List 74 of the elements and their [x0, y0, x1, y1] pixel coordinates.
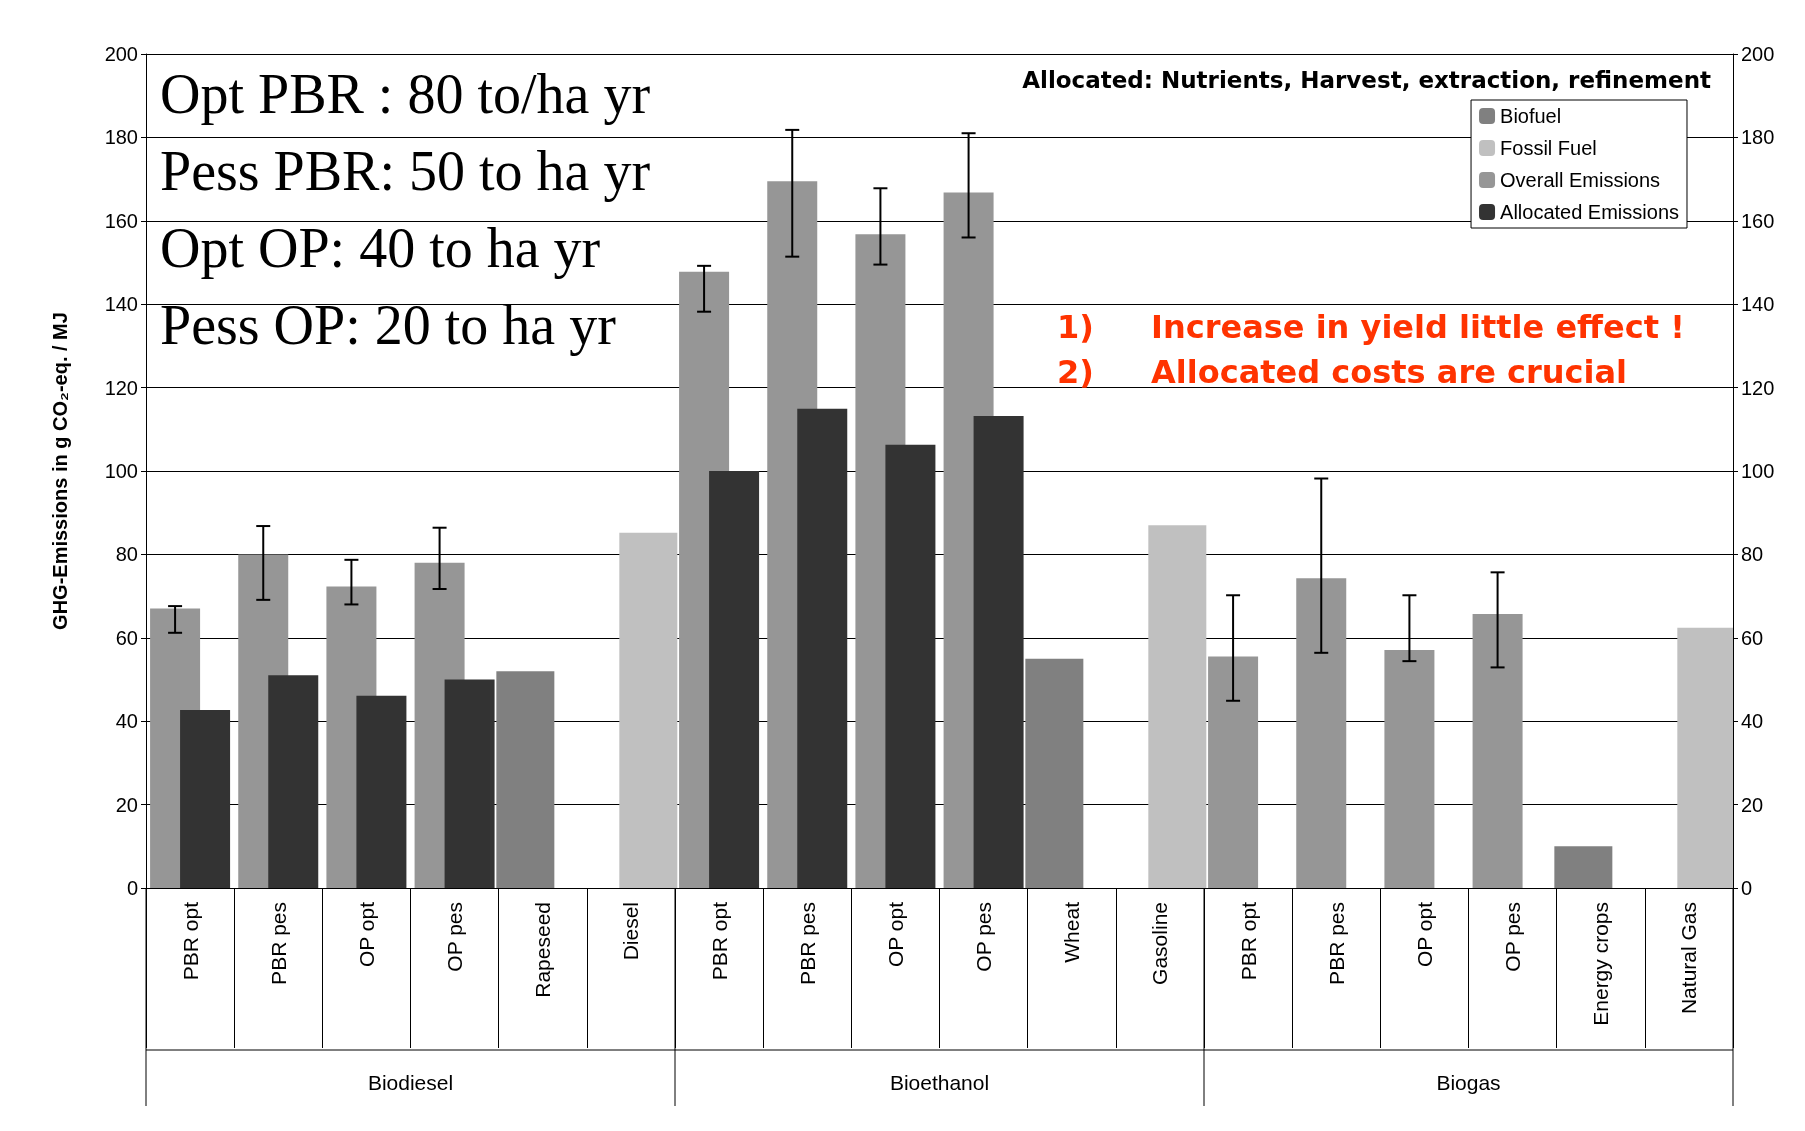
- x-tick-label: PBR opt: [707, 901, 731, 981]
- legend-label: Fossil Fuel: [1500, 137, 1597, 159]
- x-tick-label: OP pes: [972, 902, 996, 972]
- y2-tick-label: 60: [1741, 626, 1764, 649]
- y2-tick-label: 20: [1741, 793, 1764, 816]
- bar: [1296, 578, 1347, 888]
- annotation: Increase in yield little effect !: [1151, 308, 1685, 346]
- x-tick-label: PBR opt: [178, 901, 202, 981]
- bar: [973, 415, 1024, 888]
- annotation: Opt PBR : 80 to/ha yr: [160, 63, 651, 125]
- text: Biogas: [1436, 1070, 1501, 1094]
- x-tick-label: PBR opt: [1236, 901, 1260, 981]
- y-tick-label: 60: [115, 626, 138, 649]
- x-tick-label: Wheat: [1060, 901, 1084, 963]
- bar: [444, 679, 495, 888]
- y-tick-label: 80: [115, 543, 138, 566]
- y-axis-title: GHG-Emissions in g CO₂-eq. / MJ: [49, 312, 71, 630]
- legend-label: Overall Emissions: [1500, 169, 1661, 191]
- x-tick-label: Rapeseed: [531, 902, 555, 998]
- y-tick-label: 100: [104, 460, 138, 482]
- annotation: Allocated: Nutrients, Harvest, extraction, refinement: [1022, 66, 1712, 93]
- x-tick-label: PBR pes: [795, 902, 819, 985]
- x-tick-label: Energy crops: [1589, 902, 1613, 1026]
- y2-tick-label: 160: [1741, 209, 1775, 232]
- y-tick-label: 20: [115, 793, 138, 816]
- y-tick-label: 120: [104, 376, 138, 399]
- y-tick-label: 40: [115, 710, 138, 733]
- y-tick-label: 140: [104, 293, 138, 316]
- y-tick-label: 160: [104, 209, 138, 232]
- annotation: Allocated costs are crucial: [1151, 353, 1628, 391]
- y2-tick-label: 180: [1741, 126, 1775, 149]
- x-tick-label: OP opt: [354, 901, 378, 967]
- annotation: Pess PBR: 50 to ha yr: [160, 140, 651, 202]
- annotation: Opt OP: 40 to ha yr: [160, 217, 601, 279]
- y2-tick-label: 120: [1741, 376, 1775, 399]
- bar: [1554, 846, 1613, 888]
- x-tick-label: PBR pes: [266, 902, 290, 985]
- bar: [885, 444, 936, 888]
- x-tick-label: OP opt: [883, 901, 907, 967]
- bar: [619, 532, 678, 888]
- bar: [1025, 658, 1084, 888]
- x-tick-label: Natural Gas: [1677, 902, 1701, 1015]
- annotation: 1): [1057, 308, 1094, 346]
- bar: [709, 471, 760, 888]
- legend-label: Allocated Emissions: [1500, 201, 1679, 223]
- annotation: 2): [1057, 353, 1094, 391]
- text: Bioethanol: [889, 1070, 990, 1094]
- y2-tick-label: 80: [1741, 543, 1764, 566]
- x-tick-label: PBR pes: [1324, 902, 1348, 985]
- bar: [1208, 656, 1259, 888]
- y-tick-label: 180: [104, 126, 138, 149]
- x-tick-label: OP pes: [1501, 902, 1525, 972]
- y-tick-label: 200: [104, 43, 138, 65]
- y2-tick-label: 0: [1741, 877, 1753, 899]
- bar: [797, 408, 848, 888]
- annotation: Pess OP: 20 to ha yr: [160, 294, 617, 356]
- text: Biodiesel: [367, 1070, 454, 1094]
- legend-label: Biofuel: [1500, 105, 1562, 127]
- y2-tick-label: 140: [1741, 293, 1775, 316]
- bar: [180, 709, 231, 888]
- bar: [356, 695, 407, 888]
- x-tick-label: Gasoline: [1148, 902, 1172, 985]
- bar: [268, 675, 319, 888]
- y2-tick-label: 40: [1741, 710, 1764, 733]
- y2-tick-label: 100: [1741, 460, 1775, 482]
- y2-tick-label: 200: [1741, 43, 1775, 65]
- bar: [496, 671, 555, 888]
- bar: [1472, 614, 1523, 888]
- x-tick-label: Diesel: [619, 902, 643, 961]
- bar: [1384, 649, 1435, 888]
- x-tick-label: OP pes: [443, 902, 467, 972]
- y-tick-label: 0: [126, 877, 138, 899]
- bar: [1148, 525, 1207, 888]
- x-tick-label: OP opt: [1412, 901, 1436, 967]
